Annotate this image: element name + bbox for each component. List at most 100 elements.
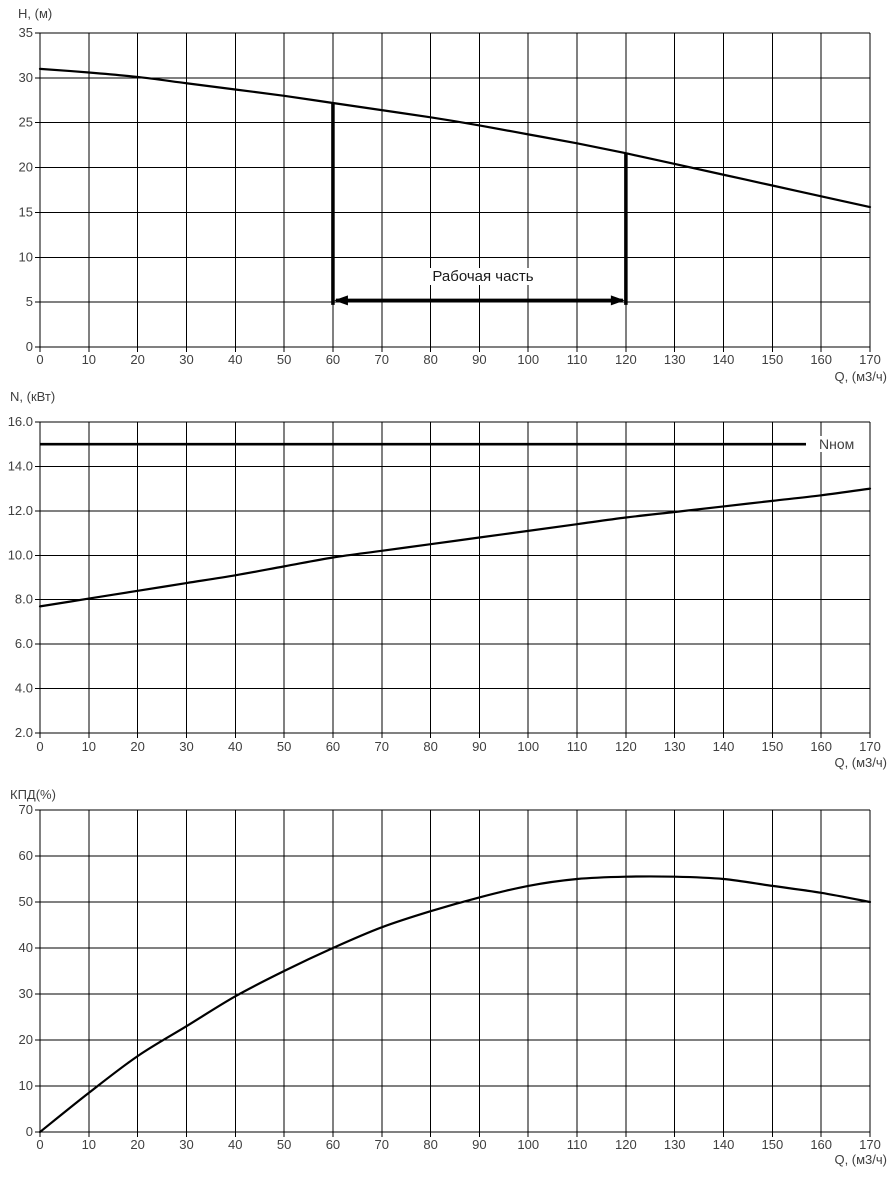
x-tick-label: 170 bbox=[859, 352, 881, 367]
x-tick-label: 120 bbox=[615, 352, 637, 367]
y-tick-label: 0 bbox=[26, 1124, 33, 1139]
x-tick-labels: 0 10 20 30 40 50 60 70 80 90 100 110 120 130 140 150 160… bbox=[36, 352, 880, 367]
y-tick-label: 8.0 bbox=[15, 592, 33, 607]
x-tick-label: 20 bbox=[130, 352, 144, 367]
x-tick-label: 20 bbox=[130, 739, 144, 754]
x-tick-label: 170 bbox=[859, 739, 881, 754]
x-tick-label: 80 bbox=[423, 352, 437, 367]
x-tick-label: 130 bbox=[664, 352, 686, 367]
y-tick-label: 10 bbox=[19, 1078, 33, 1093]
x-tick-label: 0 bbox=[36, 739, 43, 754]
x-tick-label: 150 bbox=[762, 739, 784, 754]
nominal-power-label: Nном bbox=[816, 436, 858, 452]
curve-КПД bbox=[38, 875, 872, 1134]
x-tick-label: 0 bbox=[36, 352, 43, 367]
grid bbox=[35, 421, 871, 738]
x-tick-label: 50 bbox=[277, 352, 291, 367]
chart-head-curve: 0 10 20 30 40 50 60 70 80 90 100 110 120 130 140 150 160… bbox=[19, 25, 881, 367]
curve-H bbox=[38, 67, 872, 209]
y-tick-label: 14.0 bbox=[8, 458, 33, 473]
x-tick-label: 90 bbox=[472, 739, 486, 754]
x-tick-label: 30 bbox=[179, 352, 193, 367]
x-tick-label: 120 bbox=[615, 739, 637, 754]
power-chart-x-axis-label: Q, (м3/ч) bbox=[834, 755, 887, 770]
working-range-annotation bbox=[331, 102, 628, 306]
x-tick-label: 130 bbox=[664, 739, 686, 754]
x-tick-label: 110 bbox=[567, 1137, 588, 1152]
x-tick-label: 40 bbox=[228, 352, 242, 367]
x-tick-label: 40 bbox=[228, 739, 242, 754]
arrow-head-left-icon bbox=[333, 295, 348, 306]
x-tick-label: 170 bbox=[859, 1137, 881, 1152]
y-tick-labels: 70 60 50 40 30 20 10 0 bbox=[19, 802, 33, 1139]
x-tick-label: 130 bbox=[664, 1137, 686, 1152]
x-tick-label: 150 bbox=[762, 352, 784, 367]
x-tick-label: 0 bbox=[36, 1137, 43, 1152]
y-tick-label: 5 bbox=[26, 294, 33, 309]
x-tick-labels: 0 10 20 30 40 50 60 70 80 90 100 110 120 130 140 150 160… bbox=[36, 739, 880, 754]
y-tick-label: 4.0 bbox=[15, 681, 33, 696]
x-tick-label: 100 bbox=[517, 352, 539, 367]
x-tick-label: 110 bbox=[567, 739, 588, 754]
x-tick-label: 80 bbox=[423, 1137, 437, 1152]
x-tick-label: 40 bbox=[228, 1137, 242, 1152]
x-tick-label: 30 bbox=[179, 1137, 193, 1152]
x-tick-label: 160 bbox=[810, 739, 832, 754]
x-tick-label: 140 bbox=[713, 739, 735, 754]
y-tick-label: 15 bbox=[19, 204, 33, 219]
x-tick-label: 60 bbox=[326, 739, 340, 754]
x-tick-label: 110 bbox=[567, 352, 588, 367]
working-range-label: Рабочая часть bbox=[426, 268, 540, 285]
arrow-head-right-icon bbox=[610, 295, 625, 306]
y-tick-label: 6.0 bbox=[15, 636, 33, 651]
efficiency-chart-x-axis-label: Q, (м3/ч) bbox=[834, 1152, 887, 1167]
x-tick-label: 100 bbox=[517, 739, 539, 754]
y-tick-label: 50 bbox=[19, 894, 33, 909]
curve-N bbox=[38, 487, 872, 608]
y-tick-labels: 35 30 25 20 15 10 5 0 bbox=[19, 25, 33, 354]
chart-power-curve: 0 10 20 30 40 50 60 70 80 90 100 110 120 130 140 150 160… bbox=[8, 414, 881, 754]
y-tick-labels: 16.0 14.0 12.0 10.0 8.0 6.0 4.0 2.0 bbox=[8, 414, 33, 740]
x-tick-label: 50 bbox=[277, 1137, 291, 1152]
x-tick-label: 80 bbox=[423, 739, 437, 754]
x-tick-label: 70 bbox=[375, 739, 389, 754]
x-tick-label: 70 bbox=[375, 1137, 389, 1152]
head-chart-x-axis-label: Q, (м3/ч) bbox=[834, 369, 887, 384]
x-tick-label: 160 bbox=[810, 352, 832, 367]
efficiency-chart-y-axis-label: КПД(%) bbox=[10, 787, 56, 802]
y-tick-label: 20 bbox=[19, 1032, 33, 1047]
x-tick-label: 10 bbox=[82, 352, 96, 367]
y-tick-label: 35 bbox=[19, 25, 33, 40]
x-tick-label: 150 bbox=[762, 1137, 784, 1152]
y-tick-label: 70 bbox=[19, 802, 33, 817]
y-tick-label: 16.0 bbox=[8, 414, 33, 429]
x-tick-label: 90 bbox=[472, 1137, 486, 1152]
x-tick-label: 70 bbox=[375, 352, 389, 367]
x-tick-label: 10 bbox=[82, 1137, 96, 1152]
x-tick-label: 10 bbox=[82, 739, 96, 754]
x-tick-label: 120 bbox=[615, 1137, 637, 1152]
y-tick-label: 12.0 bbox=[8, 503, 33, 518]
x-tick-label: 140 bbox=[713, 352, 735, 367]
y-tick-label: 60 bbox=[19, 848, 33, 863]
x-tick-labels: 0 10 20 30 40 50 60 70 80 90 100 110 120 130 140 150 160… bbox=[36, 1137, 880, 1152]
x-tick-label: 50 bbox=[277, 739, 291, 754]
y-tick-label: 10 bbox=[19, 249, 33, 264]
power-chart-y-axis-label: N, (кВт) bbox=[10, 389, 56, 404]
y-tick-label: 20 bbox=[19, 160, 33, 175]
y-tick-label: 25 bbox=[19, 115, 33, 130]
head-chart-y-axis-label: H, (м) bbox=[18, 6, 53, 21]
x-tick-label: 140 bbox=[713, 1137, 735, 1152]
x-tick-label: 90 bbox=[472, 352, 486, 367]
x-tick-label: 160 bbox=[810, 1137, 832, 1152]
y-tick-label: 0 bbox=[26, 339, 33, 354]
x-tick-label: 20 bbox=[130, 1137, 144, 1152]
y-tick-label: 30 bbox=[19, 70, 33, 85]
grid bbox=[35, 809, 871, 1137]
x-tick-label: 100 bbox=[517, 1137, 539, 1152]
y-tick-label: 2.0 bbox=[15, 725, 33, 740]
y-tick-label: 40 bbox=[19, 940, 33, 955]
y-tick-label: 10.0 bbox=[8, 547, 33, 562]
